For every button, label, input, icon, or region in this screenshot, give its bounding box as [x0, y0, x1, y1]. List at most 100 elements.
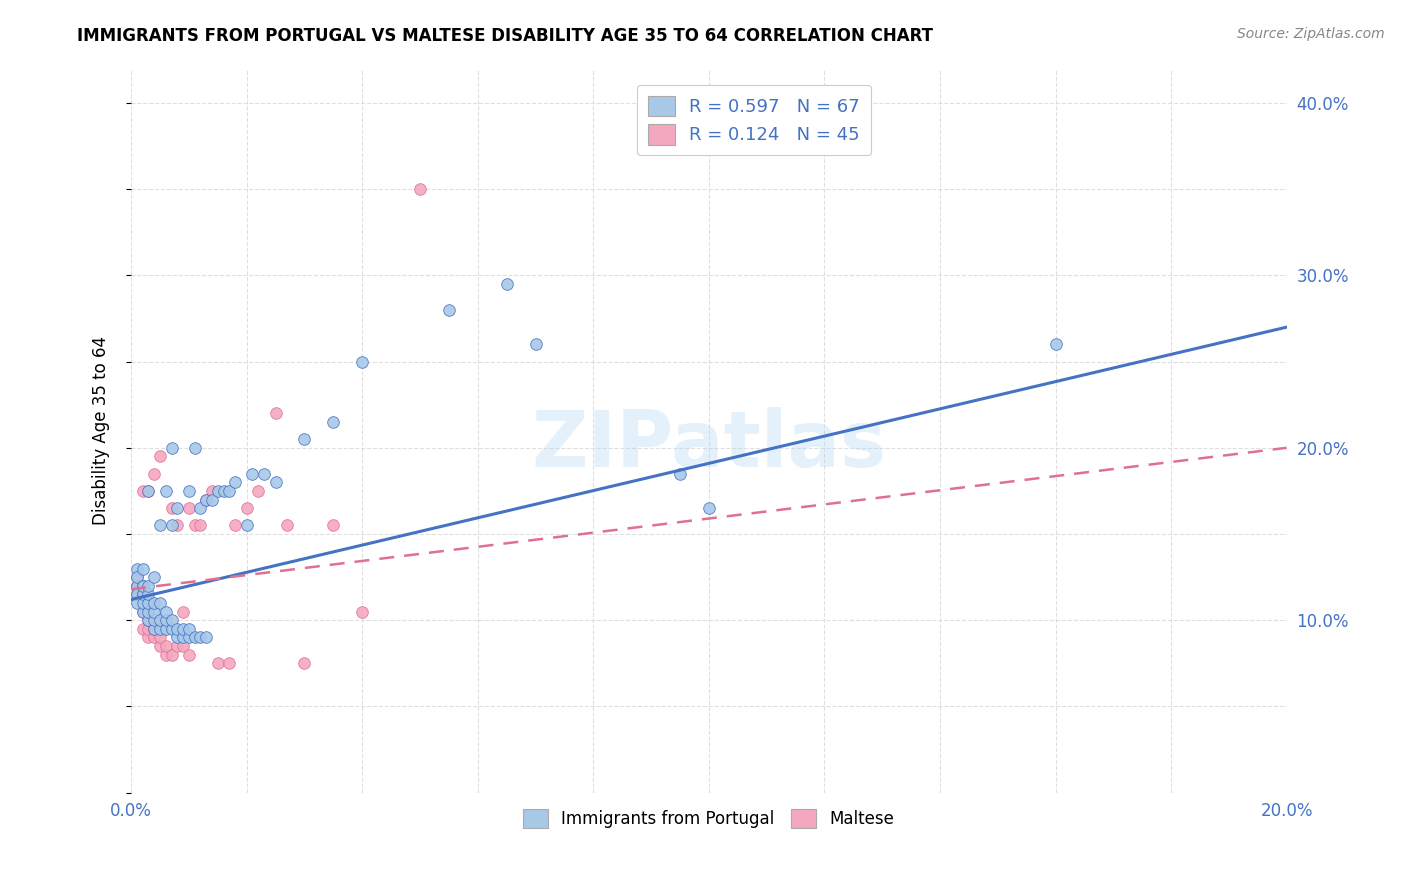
- Point: [160, 518, 183, 533]
- Point: [125, 587, 148, 601]
- Point: [155, 622, 177, 636]
- Text: Source: ZipAtlas.com: Source: ZipAtlas.com: [1237, 27, 1385, 41]
- Point: [149, 639, 172, 653]
- Legend: Immigrants from Portugal, Maltese: Immigrants from Portugal, Maltese: [516, 803, 901, 835]
- Point: [138, 579, 160, 593]
- Point: [143, 631, 166, 645]
- Point: [125, 570, 148, 584]
- Point: [138, 483, 160, 498]
- Point: [132, 622, 155, 636]
- Point: [125, 587, 148, 601]
- Point: [160, 622, 183, 636]
- Point: [125, 579, 148, 593]
- Point: [253, 467, 276, 481]
- Point: [149, 631, 172, 645]
- Point: [212, 483, 235, 498]
- Point: [160, 501, 183, 516]
- Point: [294, 432, 316, 446]
- Point: [166, 518, 188, 533]
- Point: [195, 492, 218, 507]
- Point: [207, 657, 229, 671]
- Point: [172, 639, 194, 653]
- Point: [352, 605, 374, 619]
- Point: [149, 450, 172, 464]
- Point: [125, 596, 148, 610]
- Point: [138, 587, 160, 601]
- Point: [132, 605, 155, 619]
- Point: [524, 337, 547, 351]
- Point: [138, 613, 160, 627]
- Point: [125, 579, 148, 593]
- Point: [264, 475, 287, 490]
- Point: [177, 622, 200, 636]
- Point: [138, 483, 160, 498]
- Point: [190, 631, 212, 645]
- Text: ZIPatlas: ZIPatlas: [531, 407, 886, 483]
- Point: [160, 441, 183, 455]
- Point: [149, 622, 172, 636]
- Point: [224, 518, 246, 533]
- Point: [143, 622, 166, 636]
- Point: [132, 579, 155, 593]
- Point: [697, 501, 720, 516]
- Point: [166, 501, 188, 516]
- Point: [224, 475, 246, 490]
- Point: [125, 561, 148, 575]
- Point: [235, 501, 257, 516]
- Point: [201, 483, 224, 498]
- Point: [132, 587, 155, 601]
- Point: [155, 605, 177, 619]
- Point: [195, 631, 218, 645]
- Point: [143, 605, 166, 619]
- Point: [183, 631, 205, 645]
- Point: [166, 631, 188, 645]
- Point: [166, 622, 188, 636]
- Point: [177, 648, 200, 662]
- Point: [409, 182, 432, 196]
- Point: [160, 613, 183, 627]
- Point: [125, 587, 148, 601]
- Point: [1045, 337, 1067, 351]
- Point: [294, 657, 316, 671]
- Point: [143, 596, 166, 610]
- Point: [172, 605, 194, 619]
- Point: [138, 631, 160, 645]
- Point: [190, 518, 212, 533]
- Point: [183, 441, 205, 455]
- Point: [149, 518, 172, 533]
- Text: IMMIGRANTS FROM PORTUGAL VS MALTESE DISABILITY AGE 35 TO 64 CORRELATION CHART: IMMIGRANTS FROM PORTUGAL VS MALTESE DISA…: [77, 27, 934, 45]
- Point: [132, 579, 155, 593]
- Point: [138, 596, 160, 610]
- Point: [242, 467, 264, 481]
- Point: [149, 613, 172, 627]
- Point: [183, 518, 205, 533]
- Point: [149, 596, 172, 610]
- Point: [143, 570, 166, 584]
- Point: [172, 631, 194, 645]
- Point: [125, 570, 148, 584]
- Point: [138, 622, 160, 636]
- Point: [132, 561, 155, 575]
- Point: [195, 492, 218, 507]
- Point: [132, 587, 155, 601]
- Point: [166, 639, 188, 653]
- Point: [495, 277, 517, 291]
- Point: [322, 415, 344, 429]
- Point: [177, 501, 200, 516]
- Point: [437, 302, 460, 317]
- Point: [172, 622, 194, 636]
- Point: [207, 483, 229, 498]
- Point: [143, 622, 166, 636]
- Point: [322, 518, 344, 533]
- Point: [264, 406, 287, 420]
- Point: [138, 605, 160, 619]
- Point: [177, 483, 200, 498]
- Point: [352, 354, 374, 368]
- Point: [218, 483, 240, 498]
- Point: [155, 613, 177, 627]
- Point: [276, 518, 298, 533]
- Point: [155, 648, 177, 662]
- Point: [132, 483, 155, 498]
- Point: [143, 613, 166, 627]
- Point: [132, 596, 155, 610]
